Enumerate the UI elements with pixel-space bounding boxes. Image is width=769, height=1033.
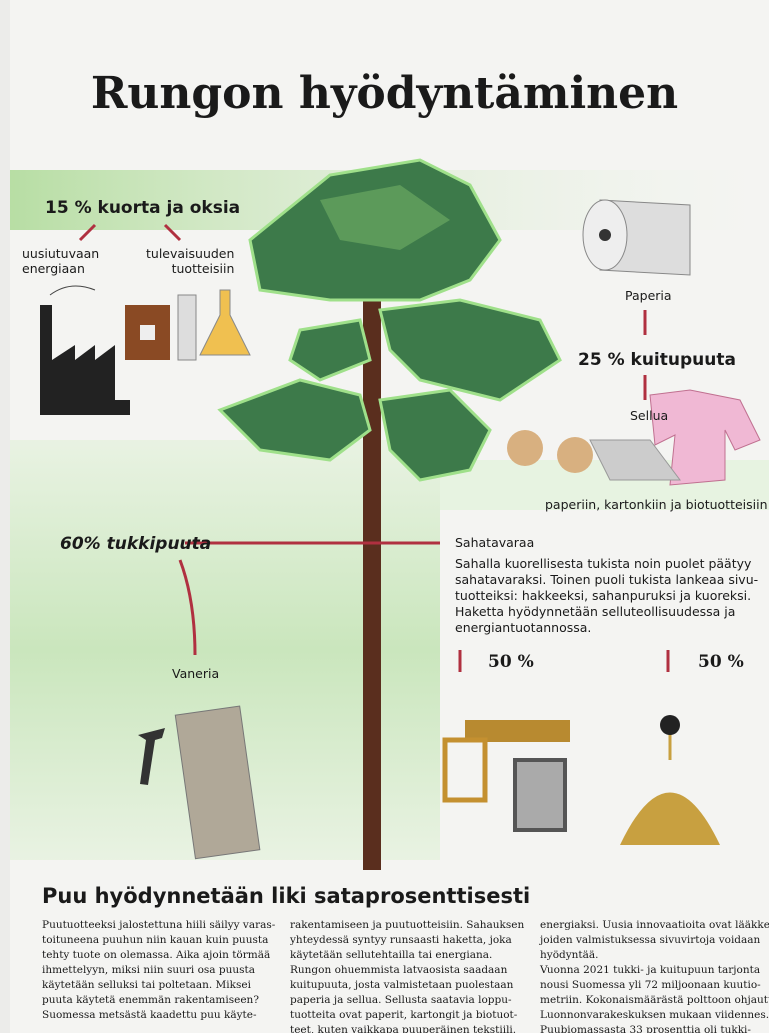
label: Vaneria — [172, 666, 220, 681]
label: Paperia — [625, 288, 672, 303]
text-line: tuotteiksi: hakkeeksi, sahanpuruksi ja k… — [455, 588, 752, 603]
text-line: teet, kuten vaikkapa puuperäinen tekstii… — [290, 1024, 517, 1033]
foliage-light — [320, 185, 450, 250]
text-line: sahatavaraksi. Toinen puoli tukista lank… — [455, 572, 759, 587]
roll — [582, 199, 691, 276]
shirt — [649, 389, 761, 486]
foliage — [217, 158, 562, 482]
text-line: nousi Suomessa yli 72 miljoonaan kuutio- — [540, 979, 761, 991]
label: Sahatavaraa — [455, 535, 535, 550]
label: Sellua — [630, 408, 669, 423]
text-line: metriin. Kokonaismäärästä polttoon ohjau… — [540, 994, 769, 1006]
tools — [138, 705, 261, 860]
label: paperiin, kartonkiin ja biotuotteisiin — [545, 497, 768, 512]
text-line: Luonnonvarakeskuksen mukaan viidennes. — [540, 1009, 769, 1021]
label: 50 % — [698, 652, 744, 672]
label: 50 % — [488, 652, 534, 672]
text-line: joiden valmistuksessa sivuvirtoja voidaa… — [540, 934, 761, 946]
jars — [125, 289, 251, 361]
text-line: Haketta hyödynnetään selluteollisuudessa… — [455, 604, 736, 619]
label: uusiutuvaan energiaan — [22, 246, 100, 276]
pulp-rolls — [507, 430, 681, 481]
title: Rungon hyödyntäminen — [90, 68, 679, 119]
text-line: hyödyntää. — [540, 949, 599, 961]
arrows — [78, 223, 670, 672]
text-line: yhteydessä syntyy runsaasti haketta, jok… — [290, 934, 512, 946]
article-heading: Puu hyödynnetään liki sataprosenttisesti — [42, 884, 531, 908]
sawdust — [620, 715, 720, 845]
text-line: tehty tuote on olemassa. Aika ajoin törm… — [42, 949, 271, 961]
text-line: käytetään sellutehtailla tai energiana. — [290, 949, 493, 961]
text-line: toituneena puuhun niin kauan kuin puusta — [42, 934, 269, 946]
paragraph: Sahalla kuorellisesta tukista noin puole… — [455, 556, 758, 636]
text-line: käytetään selluksi tai poltetaan. Miksei — [42, 979, 251, 991]
label: 60% tukkipuuta — [60, 534, 212, 554]
text-line: paperia ja sellua. Sellusta saatavia lop… — [290, 994, 512, 1006]
text-line: energiaksi. Uusia innovaatioita ovat lää… — [540, 919, 769, 931]
label: 25 % kuitupuuta — [578, 350, 736, 370]
factory — [40, 285, 130, 415]
column: rakentamiseen ja puutuotteisiin. Sahauks… — [290, 918, 530, 1033]
text-line: Suomessa metsästä kaadettu puu käyte- — [42, 1009, 257, 1021]
text-line: Rungon ohuemmista latvaosista saadaan — [290, 964, 508, 976]
text-line: puuta käytetä enemmän rakentamiseen? — [42, 994, 259, 1006]
text-line: kuitupuuta, josta valmistetaan puolestaa… — [290, 979, 514, 991]
text-line: Puubiomassasta 33 prosenttia oli tukki- — [540, 1024, 751, 1033]
text-line: tuotteita ovat paperit, kartongit ja bio… — [290, 1009, 518, 1021]
text-line: Puutuotteeksi jalostettuna hiili säilyy … — [42, 919, 276, 931]
text-line: rakentamiseen ja puutuotteisiin. Sahauks… — [290, 919, 525, 931]
text-line: energiantuotannossa. — [455, 620, 592, 635]
column: Puutuotteeksi jalostettuna hiili säilyy … — [42, 918, 282, 1023]
trunk — [363, 290, 381, 870]
text-line: Vuonna 2021 tukki- ja kuitupuun tarjonta — [540, 964, 761, 976]
label: tulevaisuuden tuotteisiin — [146, 246, 235, 276]
label: 15 % kuorta ja oksia — [45, 198, 241, 218]
text-line: ihmettelyyn, miksi niin suuri osa puusta — [42, 964, 255, 976]
furniture — [442, 720, 570, 832]
text-line: Sahalla kuorellisesta tukista noin puole… — [455, 556, 752, 571]
column: energiaksi. Uusia innovaatioita ovat lää… — [540, 918, 769, 1033]
